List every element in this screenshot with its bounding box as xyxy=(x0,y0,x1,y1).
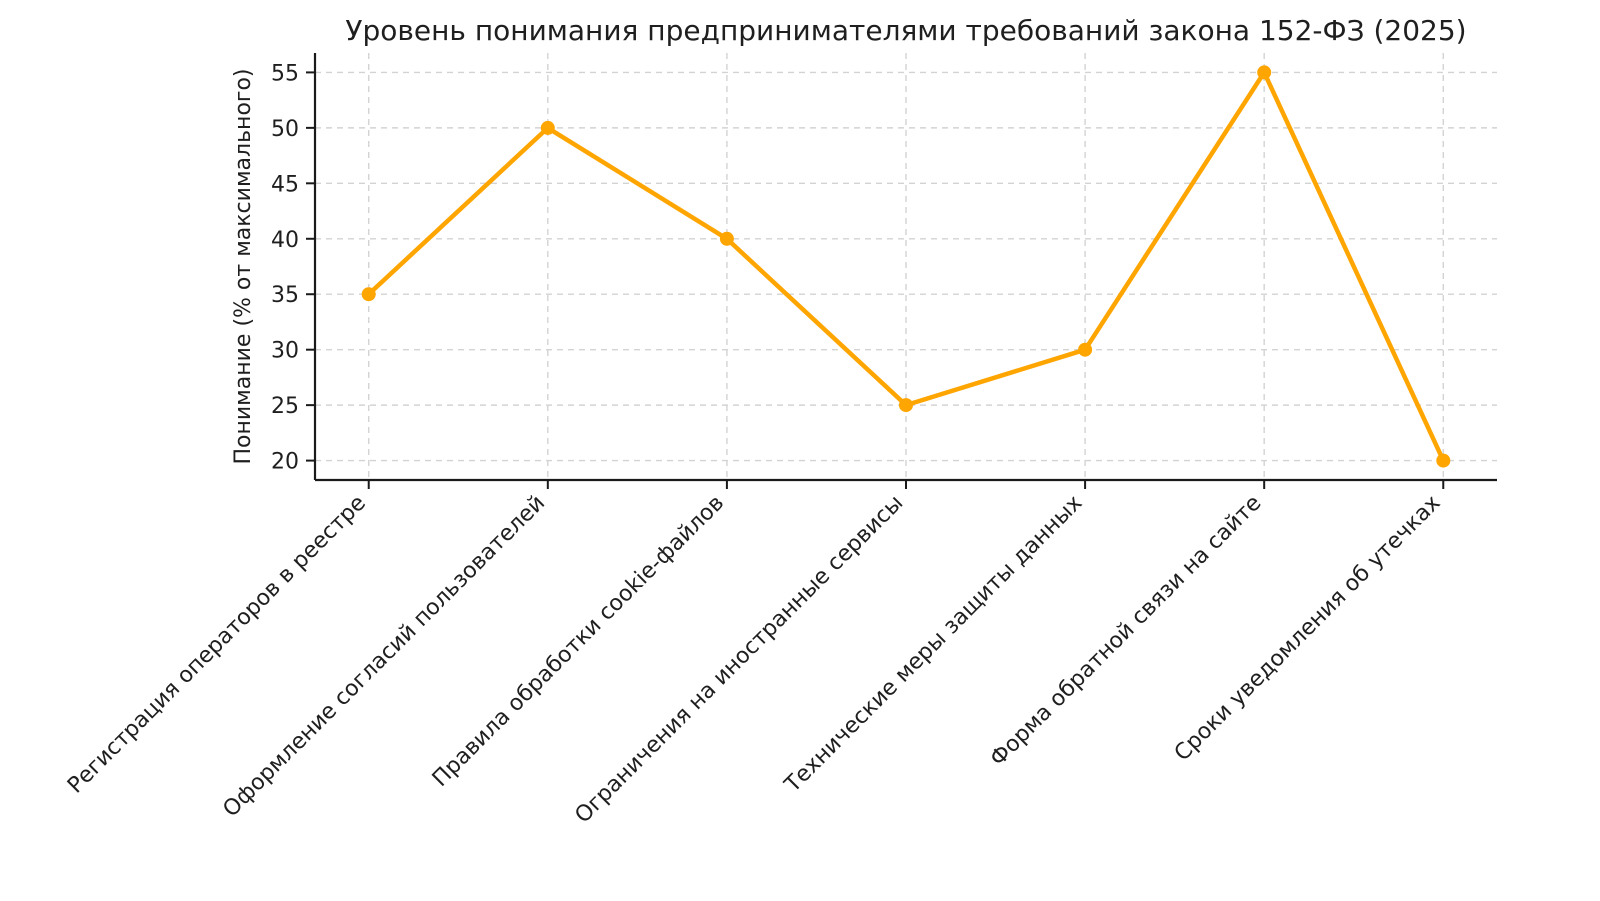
y-tick-label: 20 xyxy=(271,450,299,475)
y-tick-label: 50 xyxy=(271,117,299,142)
y-tick-label: 40 xyxy=(271,228,299,253)
data-point-marker xyxy=(361,287,376,302)
y-tick-labels: 20 25 30 35 40 45 50 55 xyxy=(271,61,299,474)
data-point-marker xyxy=(1436,453,1451,468)
axis-ticks xyxy=(306,71,1445,489)
y-tick-label: 25 xyxy=(271,394,299,419)
x-tick-label: Ограничения на иностранные сервисы xyxy=(570,491,908,829)
y-tick-label: 35 xyxy=(271,283,299,308)
data-point-marker xyxy=(540,120,555,135)
x-tick-label: Правила обработки cookie-файлов xyxy=(428,491,729,792)
x-tick-labels: Регистрация операторов в реестреОформлен… xyxy=(63,491,1445,829)
y-tick-label: 45 xyxy=(271,172,299,197)
data-point-marker xyxy=(719,231,734,246)
x-tick-label: Регистрация операторов в реестре xyxy=(63,491,371,799)
gridlines xyxy=(315,53,1497,480)
y-axis-label: Понимание (% от максимального) xyxy=(231,68,256,464)
data-point-marker xyxy=(1257,65,1272,80)
y-tick-label: 30 xyxy=(271,339,299,364)
x-tick-label: Оформление согласий пользователей xyxy=(218,491,550,823)
y-tick-label: 55 xyxy=(271,61,299,86)
data-point-marker xyxy=(899,398,913,413)
chart-title: Уровень понимания предпринимателями треб… xyxy=(345,14,1466,47)
data-point-marker xyxy=(1078,342,1093,357)
series-markers xyxy=(361,65,1451,468)
x-tick-label: Технические меры защиты данных xyxy=(780,491,1088,799)
